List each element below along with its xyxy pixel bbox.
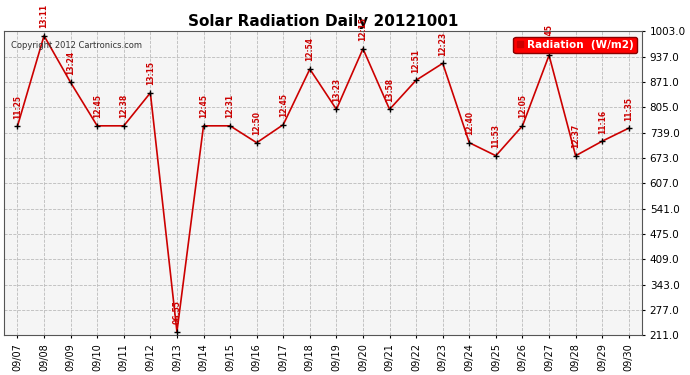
- Text: 13:23: 13:23: [332, 78, 341, 102]
- Text: 11:35: 11:35: [624, 96, 633, 120]
- Text: 12:31: 12:31: [226, 94, 235, 118]
- Text: 12:54: 12:54: [306, 38, 315, 62]
- Title: Solar Radiation Daily 20121001: Solar Radiation Daily 20121001: [188, 14, 458, 29]
- Text: 12:05: 12:05: [518, 94, 527, 118]
- Text: 13:24: 13:24: [66, 51, 75, 75]
- Text: 12:45: 12:45: [544, 24, 553, 48]
- Text: 13:11: 13:11: [39, 4, 48, 28]
- Text: Copyright 2012 Cartronics.com: Copyright 2012 Cartronics.com: [10, 40, 141, 50]
- Text: 11:53: 11:53: [491, 124, 500, 148]
- Text: 12:23: 12:23: [438, 32, 447, 56]
- Text: 12:40: 12:40: [465, 111, 474, 135]
- Text: 12:51: 12:51: [412, 49, 421, 73]
- Text: 12:45: 12:45: [92, 94, 101, 118]
- Text: 11:16: 11:16: [598, 110, 607, 134]
- Text: 12:45: 12:45: [199, 94, 208, 118]
- Legend: Radiation  (W/m2): Radiation (W/m2): [513, 37, 637, 53]
- Text: 12:45: 12:45: [279, 93, 288, 117]
- Text: 06:55: 06:55: [172, 300, 181, 324]
- Text: 12:37: 12:37: [571, 124, 580, 148]
- Text: 12:50: 12:50: [252, 111, 262, 135]
- Text: 12:38: 12:38: [119, 94, 128, 118]
- Text: 13:15: 13:15: [146, 61, 155, 85]
- Text: 11:25: 11:25: [13, 94, 22, 118]
- Text: 12:15: 12:15: [359, 17, 368, 41]
- Text: 13:58: 13:58: [385, 78, 394, 102]
